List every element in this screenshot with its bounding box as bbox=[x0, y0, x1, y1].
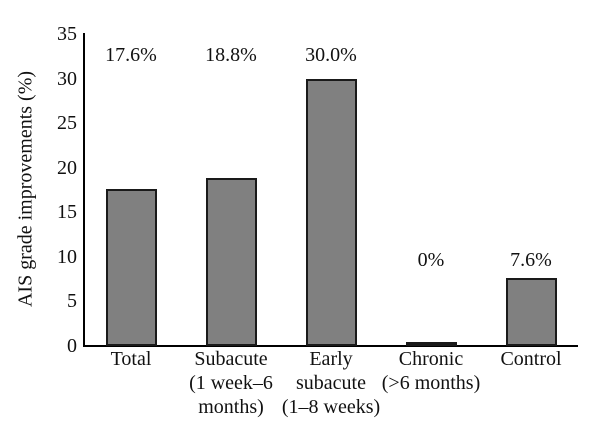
value-label: 7.6% bbox=[510, 249, 552, 271]
y-tick-label: 15 bbox=[57, 201, 77, 224]
x-category-label-line: Early bbox=[309, 348, 353, 370]
y-tick-label: 0 bbox=[67, 335, 77, 357]
x-category-label-line: Total bbox=[110, 348, 152, 370]
y-tick-label: 20 bbox=[57, 156, 77, 179]
value-label: 17.6% bbox=[105, 44, 157, 66]
x-category-label-line: (1–8 weeks) bbox=[281, 396, 381, 418]
bar-subacute bbox=[205, 178, 257, 346]
x-category-label: Control bbox=[456, 347, 600, 371]
bar-early bbox=[305, 78, 357, 346]
x-category-label: Early subacute (1–8 weeks) bbox=[256, 347, 406, 419]
x-category-label-line: (1 week–6 bbox=[189, 372, 273, 394]
x-category-label: Chronic (>6 months) bbox=[356, 347, 506, 395]
y-tick-label: 25 bbox=[57, 112, 77, 135]
x-category-label: Subacute (1 week–6 months) bbox=[156, 347, 306, 419]
x-axis-line bbox=[83, 345, 578, 347]
value-label: 30.0% bbox=[305, 44, 357, 66]
y-tick-label: 10 bbox=[57, 245, 77, 268]
x-category-label-line: Subacute bbox=[194, 348, 268, 370]
y-tick-label: 35 bbox=[57, 23, 77, 45]
bar-chronic bbox=[405, 342, 457, 346]
y-tick-label: 30 bbox=[57, 67, 77, 90]
bar-total bbox=[105, 189, 157, 346]
bar-control bbox=[505, 278, 557, 346]
y-axis-title: AIS grade improvements (%) bbox=[14, 70, 37, 308]
x-category-label-line: subacute bbox=[296, 372, 366, 394]
y-axis-line bbox=[83, 33, 85, 347]
x-category-label-line: Control bbox=[500, 348, 562, 370]
x-category-label-line: months) bbox=[198, 396, 264, 418]
value-label: 18.8% bbox=[205, 44, 257, 66]
x-category-label-line: Chronic bbox=[398, 348, 464, 370]
value-label: 0% bbox=[417, 249, 445, 271]
x-category-label: Total bbox=[56, 347, 206, 371]
y-tick-label: 5 bbox=[67, 290, 77, 313]
x-category-label-line: (>6 months) bbox=[381, 372, 481, 394]
